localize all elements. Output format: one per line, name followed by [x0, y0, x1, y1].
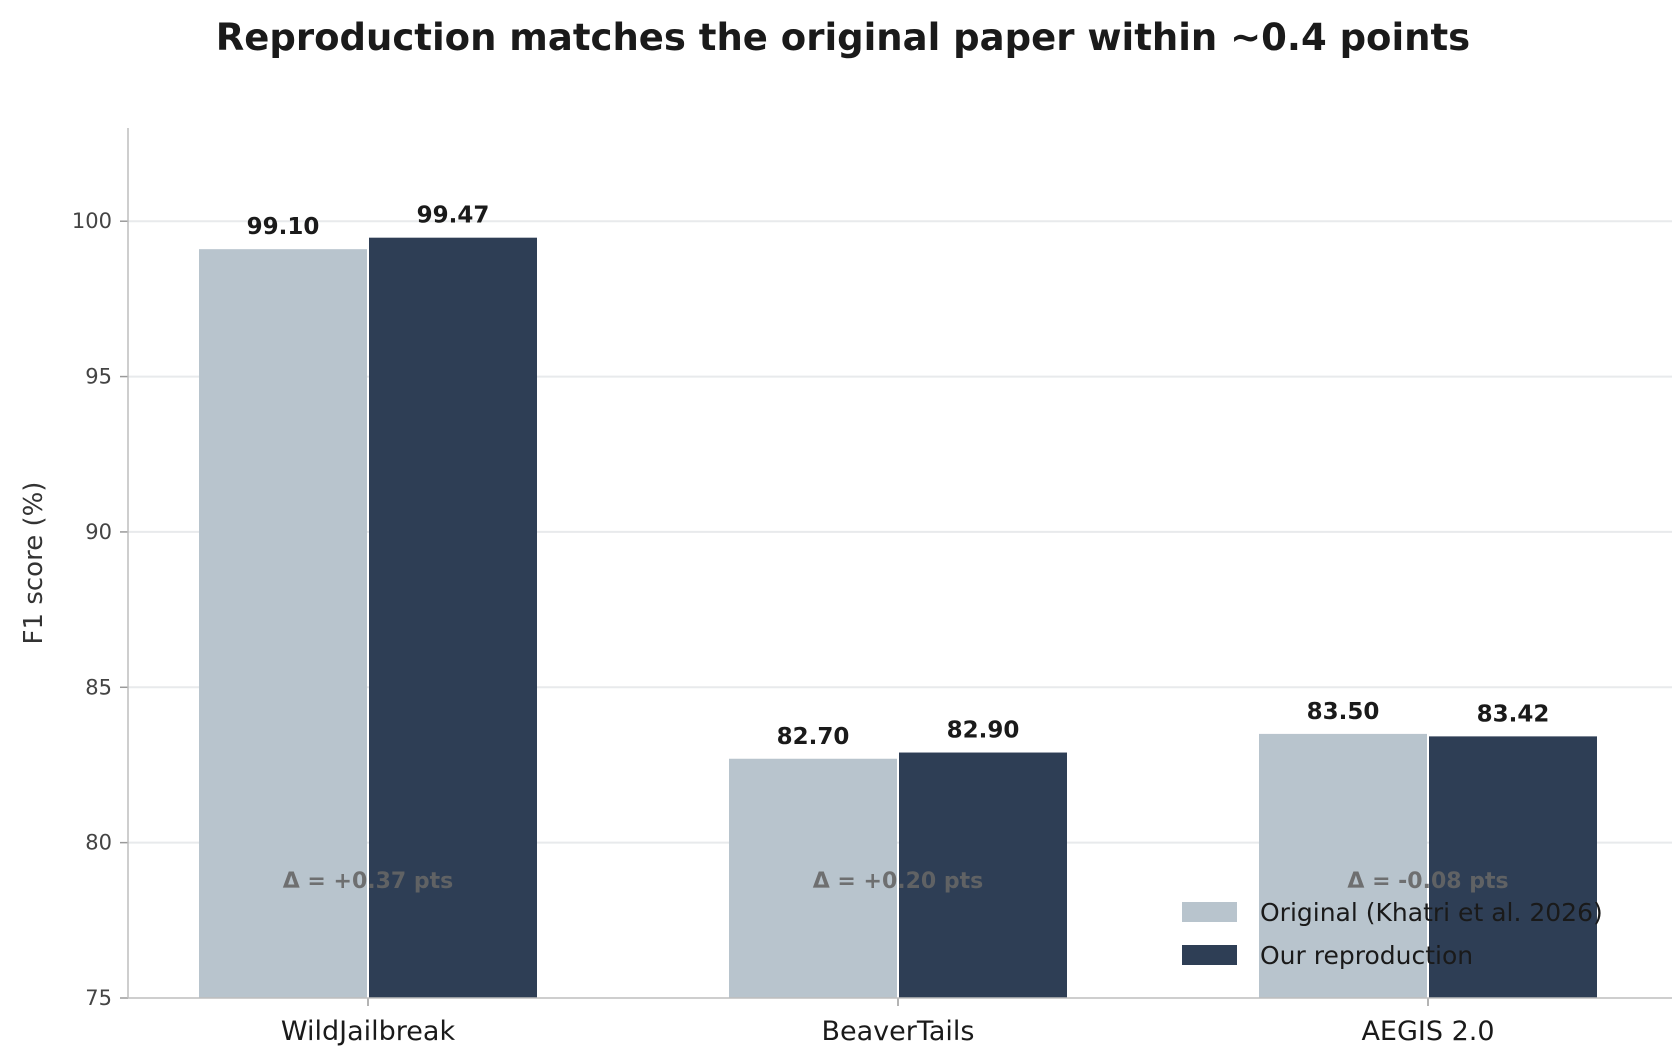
legend-swatch: [1182, 945, 1237, 965]
y-tick-label: 80: [85, 831, 112, 855]
bar-reproduction: [1429, 736, 1597, 998]
y-axis-label: F1 score (%): [19, 482, 49, 645]
legend-label: Original (Khatri et al. 2026): [1260, 898, 1603, 927]
bars: [199, 237, 1597, 999]
x-tick-label: BeaverTails: [821, 1016, 974, 1047]
bar-original: [199, 249, 367, 998]
data-labels: 99.10 99.47 Δ = +0.37 pts 82.70 82.90 Δ = +0.…: [247, 203, 1550, 894]
y-tick-label: 85: [85, 675, 112, 699]
legend-swatch: [1182, 902, 1237, 922]
delta-annotation: Δ = +0.20 pts: [813, 869, 984, 894]
legend: Original (Khatri et al. 2026) Our reprodu…: [1182, 898, 1603, 970]
bar-reproduction: [369, 237, 537, 999]
delta-annotation: Δ = +0.37 pts: [283, 869, 454, 894]
x-tick-label: AEGIS 2.0: [1361, 1016, 1494, 1047]
delta-annotation: Δ = -0.08 pts: [1347, 869, 1508, 894]
bar-value-label: 83.50: [1307, 699, 1380, 725]
legend-label: Our reproduction: [1260, 941, 1473, 970]
axes: 75 80 85 90 95 100 WildJailbreak BeaverTails AEG…: [72, 128, 1672, 1047]
y-tick-label: 95: [85, 365, 112, 389]
y-tick-label: 90: [85, 520, 112, 544]
y-tick-label: 75: [85, 986, 112, 1010]
bar-value-label: 99.47: [417, 203, 490, 229]
y-tick-label: 100: [72, 209, 112, 233]
bar-value-label: 82.70: [777, 724, 850, 750]
bar-value-label: 82.90: [947, 718, 1020, 744]
bar-reproduction: [899, 752, 1067, 998]
bar-value-label: 83.42: [1477, 701, 1550, 727]
x-tick-label: WildJailbreak: [281, 1016, 456, 1047]
bar-original: [729, 758, 897, 998]
bar-original: [1259, 733, 1427, 998]
bar-value-label: 99.10: [247, 214, 320, 240]
chart-title: Reproduction matches the original paper …: [216, 16, 1470, 59]
